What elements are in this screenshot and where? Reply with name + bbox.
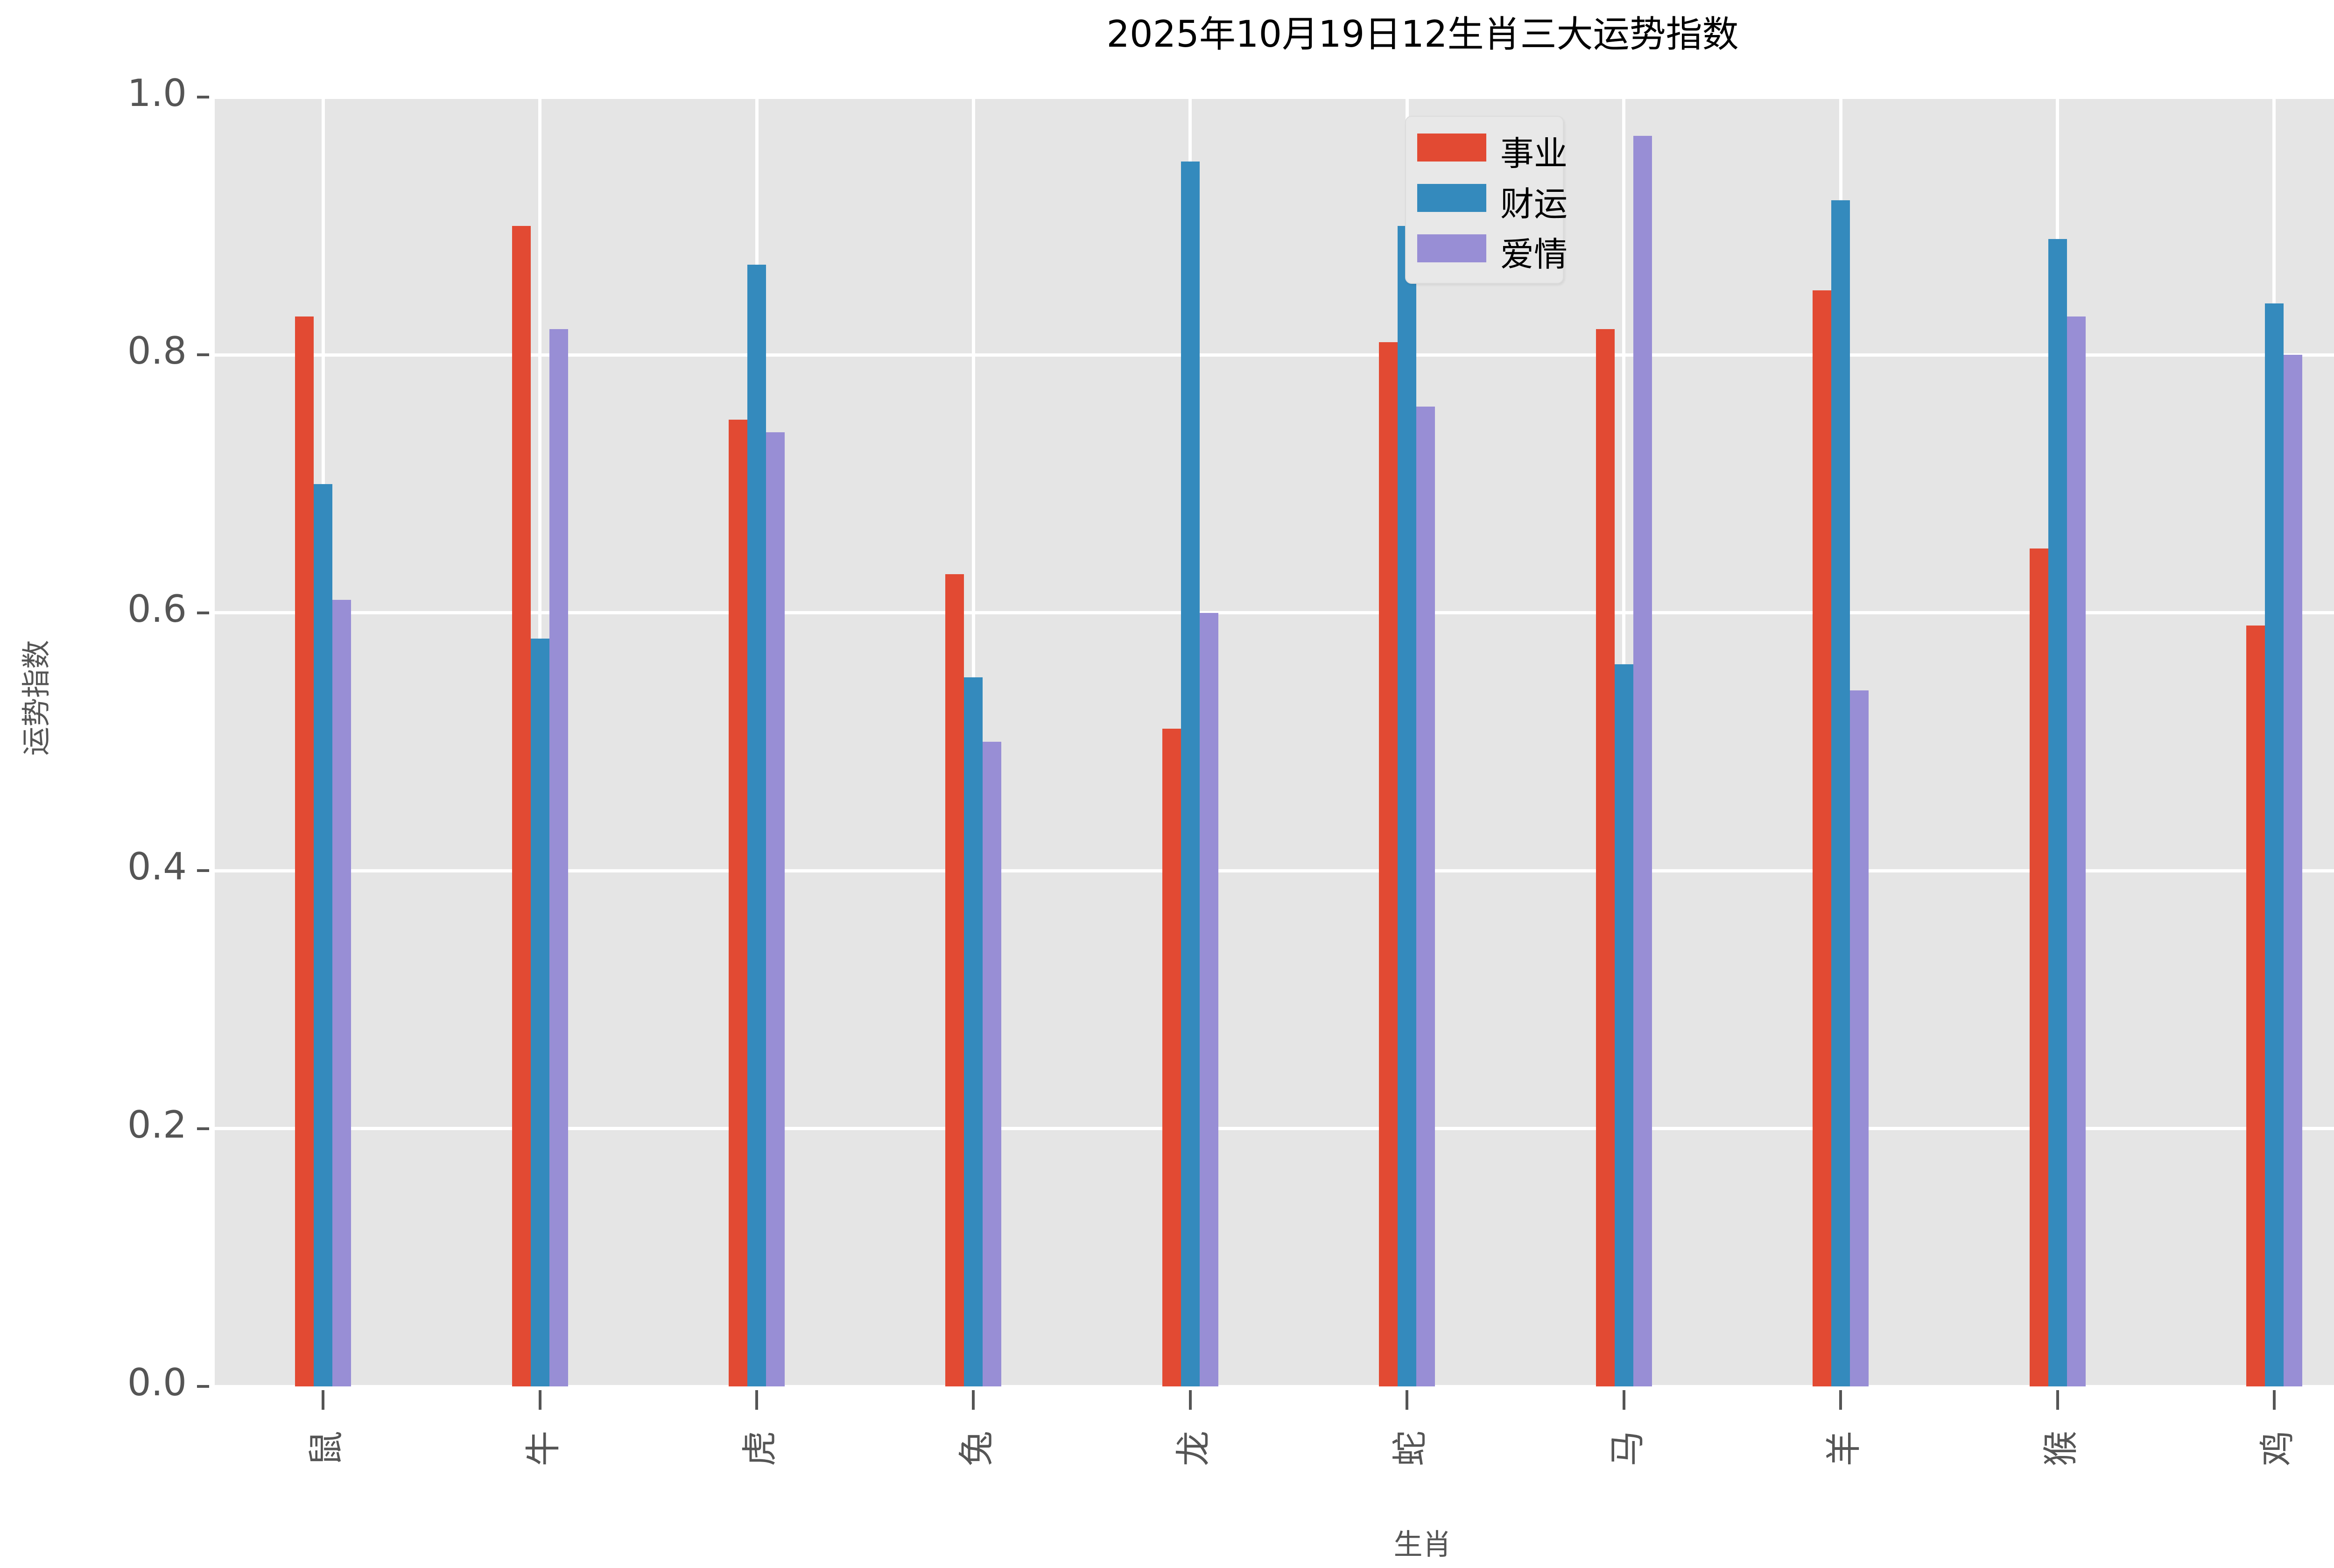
x-tick-label-猴: 猴 bbox=[2039, 1431, 2081, 1466]
bar bbox=[983, 742, 1002, 1386]
gridline-horizontal bbox=[215, 97, 2334, 99]
bar bbox=[2264, 303, 2284, 1386]
x-tick-label-羊: 羊 bbox=[1823, 1431, 1865, 1466]
bar bbox=[512, 226, 531, 1386]
bar bbox=[2048, 239, 2067, 1386]
x-tick-mark bbox=[1622, 1390, 1625, 1410]
x-tick-label-兔: 兔 bbox=[956, 1431, 998, 1466]
y-tick-mark bbox=[197, 611, 209, 614]
y-tick-mark bbox=[197, 353, 209, 357]
legend-label: 财运 bbox=[1500, 184, 1568, 224]
x-tick-mark bbox=[755, 1390, 759, 1410]
x-tick-mark bbox=[1188, 1390, 1192, 1410]
x-tick-label-鼠: 鼠 bbox=[305, 1431, 347, 1466]
bar bbox=[1813, 290, 1832, 1386]
y-tick-mark bbox=[197, 96, 209, 98]
bar bbox=[1181, 162, 1200, 1386]
y-axis-title: 运势指数 bbox=[19, 640, 53, 756]
bar bbox=[945, 574, 964, 1386]
chart-title: 2025年10月19日12生肖三大运势指数 bbox=[1106, 14, 1739, 56]
x-tick-label-龙: 龙 bbox=[1172, 1431, 1214, 1466]
bar bbox=[1831, 200, 1850, 1386]
plot-area bbox=[215, 97, 2334, 1386]
legend-label: 事业 bbox=[1500, 134, 1568, 173]
bar bbox=[766, 432, 785, 1386]
legend-swatch-icon bbox=[1417, 234, 1486, 262]
bar bbox=[1596, 329, 1615, 1386]
bar bbox=[1199, 612, 1218, 1386]
bar bbox=[1614, 664, 1633, 1386]
x-tick-label-虎: 虎 bbox=[739, 1431, 781, 1466]
x-tick-mark bbox=[538, 1390, 541, 1410]
y-tick-label: 0.4 bbox=[127, 845, 187, 889]
gridline-horizontal bbox=[215, 1127, 2334, 1131]
legend-item-事业[interactable]: 事业 bbox=[1417, 127, 1568, 173]
bar bbox=[729, 419, 748, 1386]
bar bbox=[332, 600, 352, 1386]
bar bbox=[1398, 226, 1417, 1386]
legend-item-财运[interactable]: 财运 bbox=[1417, 177, 1568, 224]
x-tick-mark bbox=[972, 1390, 975, 1410]
bar bbox=[1850, 690, 1869, 1386]
gridline-horizontal bbox=[215, 353, 2334, 357]
legend-box[interactable]: 事业 财运 爱情 bbox=[1405, 116, 1568, 284]
bar bbox=[530, 639, 549, 1386]
x-tick-label-牛: 牛 bbox=[522, 1431, 564, 1466]
x-tick-label-鸡: 鸡 bbox=[2256, 1431, 2298, 1466]
x-tick-mark bbox=[2056, 1390, 2059, 1410]
legend-item-爱情[interactable]: 爱情 bbox=[1417, 228, 1568, 274]
y-tick-mark bbox=[197, 1385, 209, 1388]
bar bbox=[295, 316, 314, 1386]
x-tick-mark bbox=[1839, 1390, 1842, 1410]
y-tick-label: 0.8 bbox=[127, 329, 187, 373]
bar bbox=[1162, 729, 1181, 1386]
legend-label: 爱情 bbox=[1500, 235, 1568, 274]
bar bbox=[549, 329, 568, 1386]
y-tick-label: 0.0 bbox=[127, 1361, 187, 1404]
y-tick-mark bbox=[197, 869, 209, 872]
x-axis-title: 生肖 bbox=[1393, 1527, 1452, 1561]
y-tick-mark bbox=[197, 1127, 209, 1130]
gridline-horizontal bbox=[215, 611, 2334, 615]
x-tick-label-马: 马 bbox=[1606, 1431, 1648, 1466]
y-tick-label: 0.2 bbox=[127, 1103, 187, 1146]
bar bbox=[1416, 406, 1435, 1386]
x-tick-label-蛇: 蛇 bbox=[1389, 1431, 1431, 1466]
gridline-horizontal bbox=[215, 869, 2334, 872]
bar bbox=[1633, 135, 1652, 1386]
x-tick-mark bbox=[322, 1390, 325, 1410]
bar bbox=[1379, 342, 1398, 1386]
bar bbox=[2029, 548, 2048, 1386]
x-tick-mark bbox=[1406, 1390, 1409, 1410]
x-tick-mark bbox=[2272, 1390, 2276, 1410]
y-tick-label: 0.6 bbox=[127, 587, 187, 631]
bar bbox=[747, 265, 766, 1386]
legend-swatch-icon bbox=[1417, 134, 1486, 162]
bar bbox=[2283, 355, 2302, 1386]
bar bbox=[2246, 626, 2265, 1386]
y-tick-label: 1.0 bbox=[127, 71, 187, 115]
gridline-horizontal bbox=[215, 1385, 2334, 1386]
bar bbox=[314, 484, 333, 1386]
bar bbox=[964, 677, 983, 1386]
bar bbox=[2067, 316, 2086, 1386]
legend-swatch-icon bbox=[1417, 184, 1486, 212]
